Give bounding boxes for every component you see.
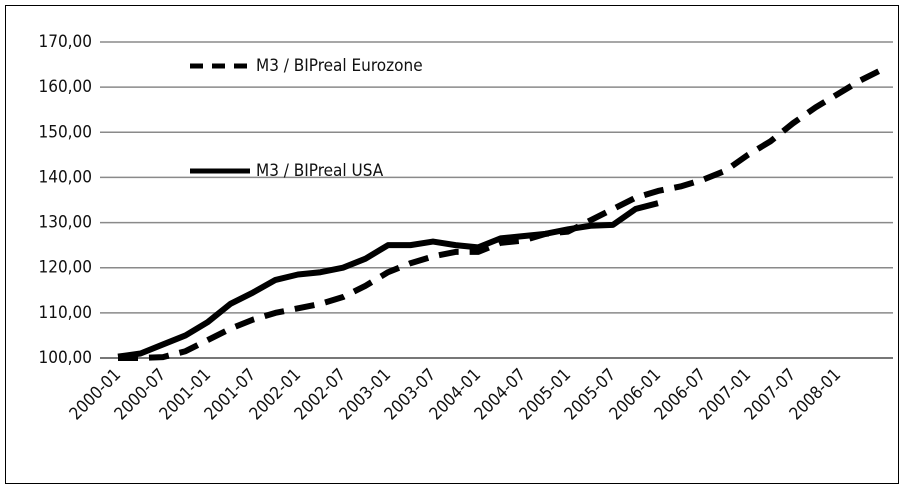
legend-label: M3 / BIPreal Eurozone xyxy=(256,56,423,76)
y-tick-label: 140,00 xyxy=(39,167,93,187)
y-tick-label: 170,00 xyxy=(39,32,93,52)
y-tick-label: 110,00 xyxy=(39,303,93,323)
y-tick-label: 120,00 xyxy=(39,258,93,278)
y-tick-label: 160,00 xyxy=(39,77,93,97)
y-tick-label: 100,00 xyxy=(39,348,93,368)
series-line xyxy=(117,200,659,360)
y-tick-label: 130,00 xyxy=(39,213,93,233)
legend-label: M3 / BIPreal USA xyxy=(256,161,384,181)
y-tick-label: 150,00 xyxy=(39,122,93,142)
series-line xyxy=(118,66,885,361)
